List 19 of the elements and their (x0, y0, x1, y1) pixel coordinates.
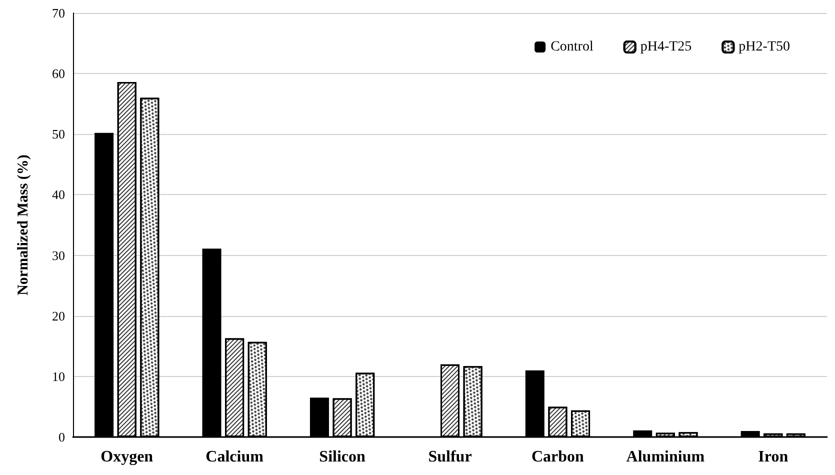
x-tick-label: Calcium (206, 448, 264, 466)
y-tick-label: 50 (52, 126, 65, 142)
y-tick-label: 0 (58, 430, 65, 444)
y-tick-label: 70 (52, 6, 65, 20)
x-tick-label: Oxygen (100, 448, 154, 466)
x-tick-label: Silicon (319, 448, 366, 466)
y-tick-label: 30 (52, 248, 65, 263)
x-tick-label: Iron (758, 448, 788, 466)
legend-label: pH4-T25 (640, 40, 692, 54)
y-tick-label: 60 (52, 66, 65, 82)
x-tick-label: Sulfur (428, 448, 472, 466)
x-tick-label: Aluminium (626, 448, 706, 466)
x-tick-label: Carbon (531, 448, 584, 466)
y-axis-title: Normalized Mass (%) (16, 154, 32, 296)
y-tick-label: 40 (52, 187, 65, 202)
y-tick-label: 10 (52, 368, 65, 384)
y-tick-label: 20 (52, 308, 65, 324)
legend-label: Control (550, 40, 594, 54)
legend-label: pH2-T50 (738, 40, 790, 54)
